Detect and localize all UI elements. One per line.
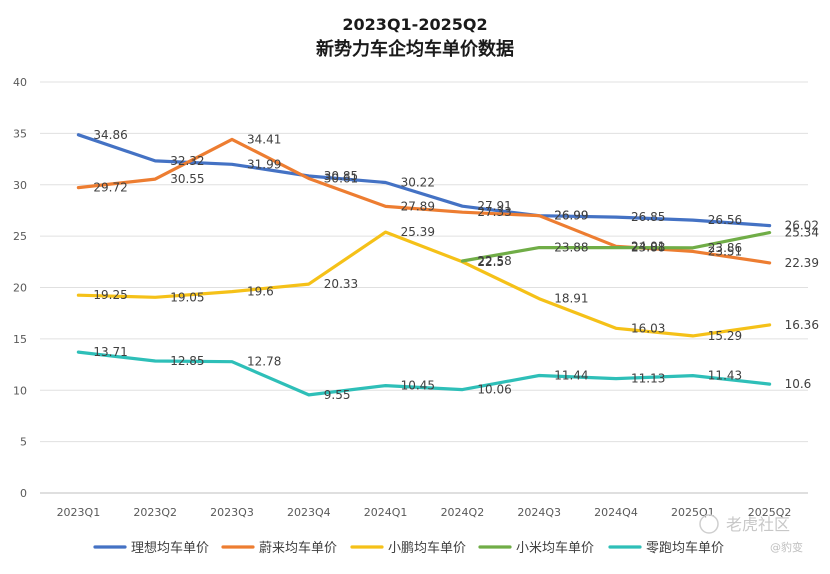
- y-tick-label: 30: [13, 179, 27, 192]
- data-label: 16.03: [631, 321, 665, 335]
- data-label: 13.71: [93, 345, 127, 359]
- data-label: 10.45: [401, 379, 435, 393]
- data-label: 26.85: [631, 210, 665, 224]
- data-label: 22.5: [477, 255, 504, 269]
- y-tick-label: 40: [13, 76, 27, 89]
- y-tick-label: 5: [20, 436, 27, 449]
- data-label: 18.91: [554, 292, 588, 306]
- gridlines: [40, 81, 808, 494]
- x-tick-label: 2024Q4: [594, 506, 638, 519]
- data-label: 22.58: [477, 254, 511, 268]
- x-tick-label: 2025Q2: [748, 506, 792, 519]
- data-label: 11.13: [631, 372, 665, 386]
- data-label: 22.39: [785, 256, 819, 270]
- data-label: 20.33: [324, 277, 358, 291]
- legend-label: 零跑均车单价: [646, 540, 724, 556]
- data-label: 23.86: [708, 241, 742, 255]
- watermark-sub: @豹变: [770, 540, 803, 554]
- series-lines: [76, 133, 772, 397]
- watermark-text: 老虎社区: [726, 515, 790, 534]
- data-label: 10.6: [785, 377, 812, 391]
- legend: 理想均车单价 蔚来均车单价 小鹏均车单价 小米均车单价 零跑均车单价: [93, 540, 724, 556]
- y-tick-label: 10: [13, 384, 27, 397]
- watermark-logo-icon: [699, 514, 719, 534]
- x-tick-label: 2023Q1: [57, 506, 101, 519]
- data-label: 25.34: [785, 226, 819, 240]
- legend-label: 小鹏均车单价: [388, 540, 466, 556]
- data-label: 15.29: [708, 329, 742, 343]
- data-label: 30.55: [170, 172, 204, 186]
- data-label: 11.43: [708, 369, 742, 383]
- data-label: 25.39: [401, 225, 435, 239]
- data-label: 26.99: [554, 209, 588, 223]
- data-label: 27.33: [477, 205, 511, 219]
- y-tick-label: 35: [13, 127, 27, 140]
- y-tick-label: 0: [20, 487, 27, 500]
- legend-label: 小米均车单价: [516, 540, 594, 556]
- data-label: 27.91: [477, 199, 511, 213]
- data-label: 34.86: [93, 128, 127, 142]
- data-label: 27.89: [401, 199, 435, 213]
- data-label: 23.88: [631, 241, 665, 255]
- data-label: 26.99: [554, 209, 588, 223]
- data-label: 12.78: [247, 355, 281, 369]
- x-tick-label: 2025Q1: [671, 506, 715, 519]
- data-label: 23.88: [554, 241, 588, 255]
- data-label: 31.99: [247, 157, 281, 171]
- legend-label: 蔚来均车单价: [259, 540, 337, 556]
- data-label: 11.44: [554, 368, 588, 382]
- y-tick-label: 25: [13, 230, 27, 243]
- data-label: 10.06: [477, 383, 511, 397]
- x-tick-label: 2023Q3: [210, 506, 254, 519]
- y-tick-label: 20: [13, 282, 27, 295]
- data-label: 34.41: [247, 132, 281, 146]
- data-label: 19.05: [170, 290, 204, 304]
- data-labels: 34.86 32.32 31.99 30.85 30.22 27.91 26.99 26.85…: [93, 128, 819, 402]
- data-label: 16.36: [785, 318, 819, 332]
- x-tick-label: 2024Q1: [364, 506, 408, 519]
- data-label: 30.22: [401, 175, 435, 189]
- data-label: 29.72: [93, 181, 127, 195]
- chart-title-line2: 新势力车企均车单价数据: [316, 38, 514, 60]
- data-label: 19.6: [247, 285, 274, 299]
- series-line: [76, 133, 772, 228]
- x-tick-label: 2024Q3: [517, 506, 561, 519]
- data-label: 30.85: [324, 169, 358, 183]
- data-label: 19.25: [93, 288, 127, 302]
- y-axis-ticks: 0 5 10 15 20 25 30 35 40: [13, 76, 27, 500]
- data-label: 26.56: [708, 213, 742, 227]
- data-label: 32.32: [170, 154, 204, 168]
- data-label: 26.02: [785, 219, 819, 233]
- data-label: 23.51: [708, 244, 742, 258]
- series-line: [460, 231, 772, 263]
- watermark: 老虎社区 @豹变: [699, 514, 803, 554]
- legend-label: 理想均车单价: [131, 540, 209, 556]
- series-line: [76, 350, 772, 397]
- data-label: 12.85: [170, 354, 204, 368]
- chart-title-line1: 2023Q1-2025Q2: [342, 15, 487, 34]
- x-tick-label: 2024Q2: [441, 506, 485, 519]
- x-axis-ticks: 2023Q1 2023Q2 2023Q3 2023Q4 2024Q1 2024Q2 2024…: [57, 506, 792, 519]
- data-label: 24.01: [631, 239, 665, 253]
- series-line: [76, 230, 772, 338]
- x-tick-label: 2023Q2: [133, 506, 177, 519]
- data-label: 30.61: [324, 171, 358, 185]
- x-tick-label: 2023Q4: [287, 506, 331, 519]
- y-tick-label: 15: [13, 333, 27, 346]
- data-label: 9.55: [324, 388, 351, 402]
